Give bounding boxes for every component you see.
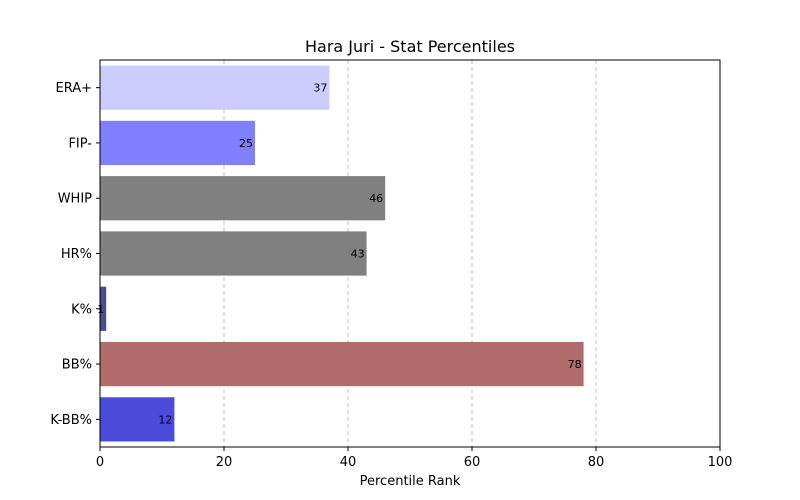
axes: ERA+ FIP- WHIP HR% K% BB% K-BB% 0 20 40 60 80 100	[50, 81, 732, 470]
bar-value-label: 46	[369, 192, 383, 205]
y-tick-label: K-BB%	[50, 413, 92, 428]
x-tick-label: 60	[464, 455, 481, 470]
x-tick-label: 80	[588, 455, 605, 470]
y-tick-label: BB%	[62, 358, 92, 373]
y-tick-label: WHIP	[58, 192, 92, 207]
bar-value-label: 25	[239, 137, 253, 150]
bar-value-label: 37	[313, 82, 327, 95]
bar-value-label: 43	[351, 248, 365, 261]
bar	[100, 397, 175, 442]
x-tick-label: 20	[216, 455, 233, 470]
bar	[100, 231, 367, 276]
bar	[100, 120, 255, 166]
bars: 37 25 46 43 1 78 12	[97, 65, 584, 442]
bar	[100, 65, 330, 110]
bar-value-label: 12	[158, 413, 172, 426]
chart-title: Hara Juri - Stat Percentiles	[305, 37, 515, 56]
x-tick-label: 0	[96, 455, 104, 470]
x-tick-label: 100	[708, 455, 733, 470]
bar	[100, 341, 584, 387]
y-tick-label: HR%	[61, 247, 92, 262]
y-tick-label: K%	[71, 302, 92, 317]
y-tick-label: ERA+	[55, 81, 92, 96]
bar	[100, 176, 386, 221]
bar-value-label: 78	[568, 358, 582, 371]
bar	[100, 286, 107, 331]
x-axis-label: Percentile Rank	[360, 474, 461, 489]
x-tick-label: 40	[340, 455, 357, 470]
bar-value-label: 1	[97, 303, 104, 316]
y-tick-label: FIP-	[68, 136, 92, 151]
